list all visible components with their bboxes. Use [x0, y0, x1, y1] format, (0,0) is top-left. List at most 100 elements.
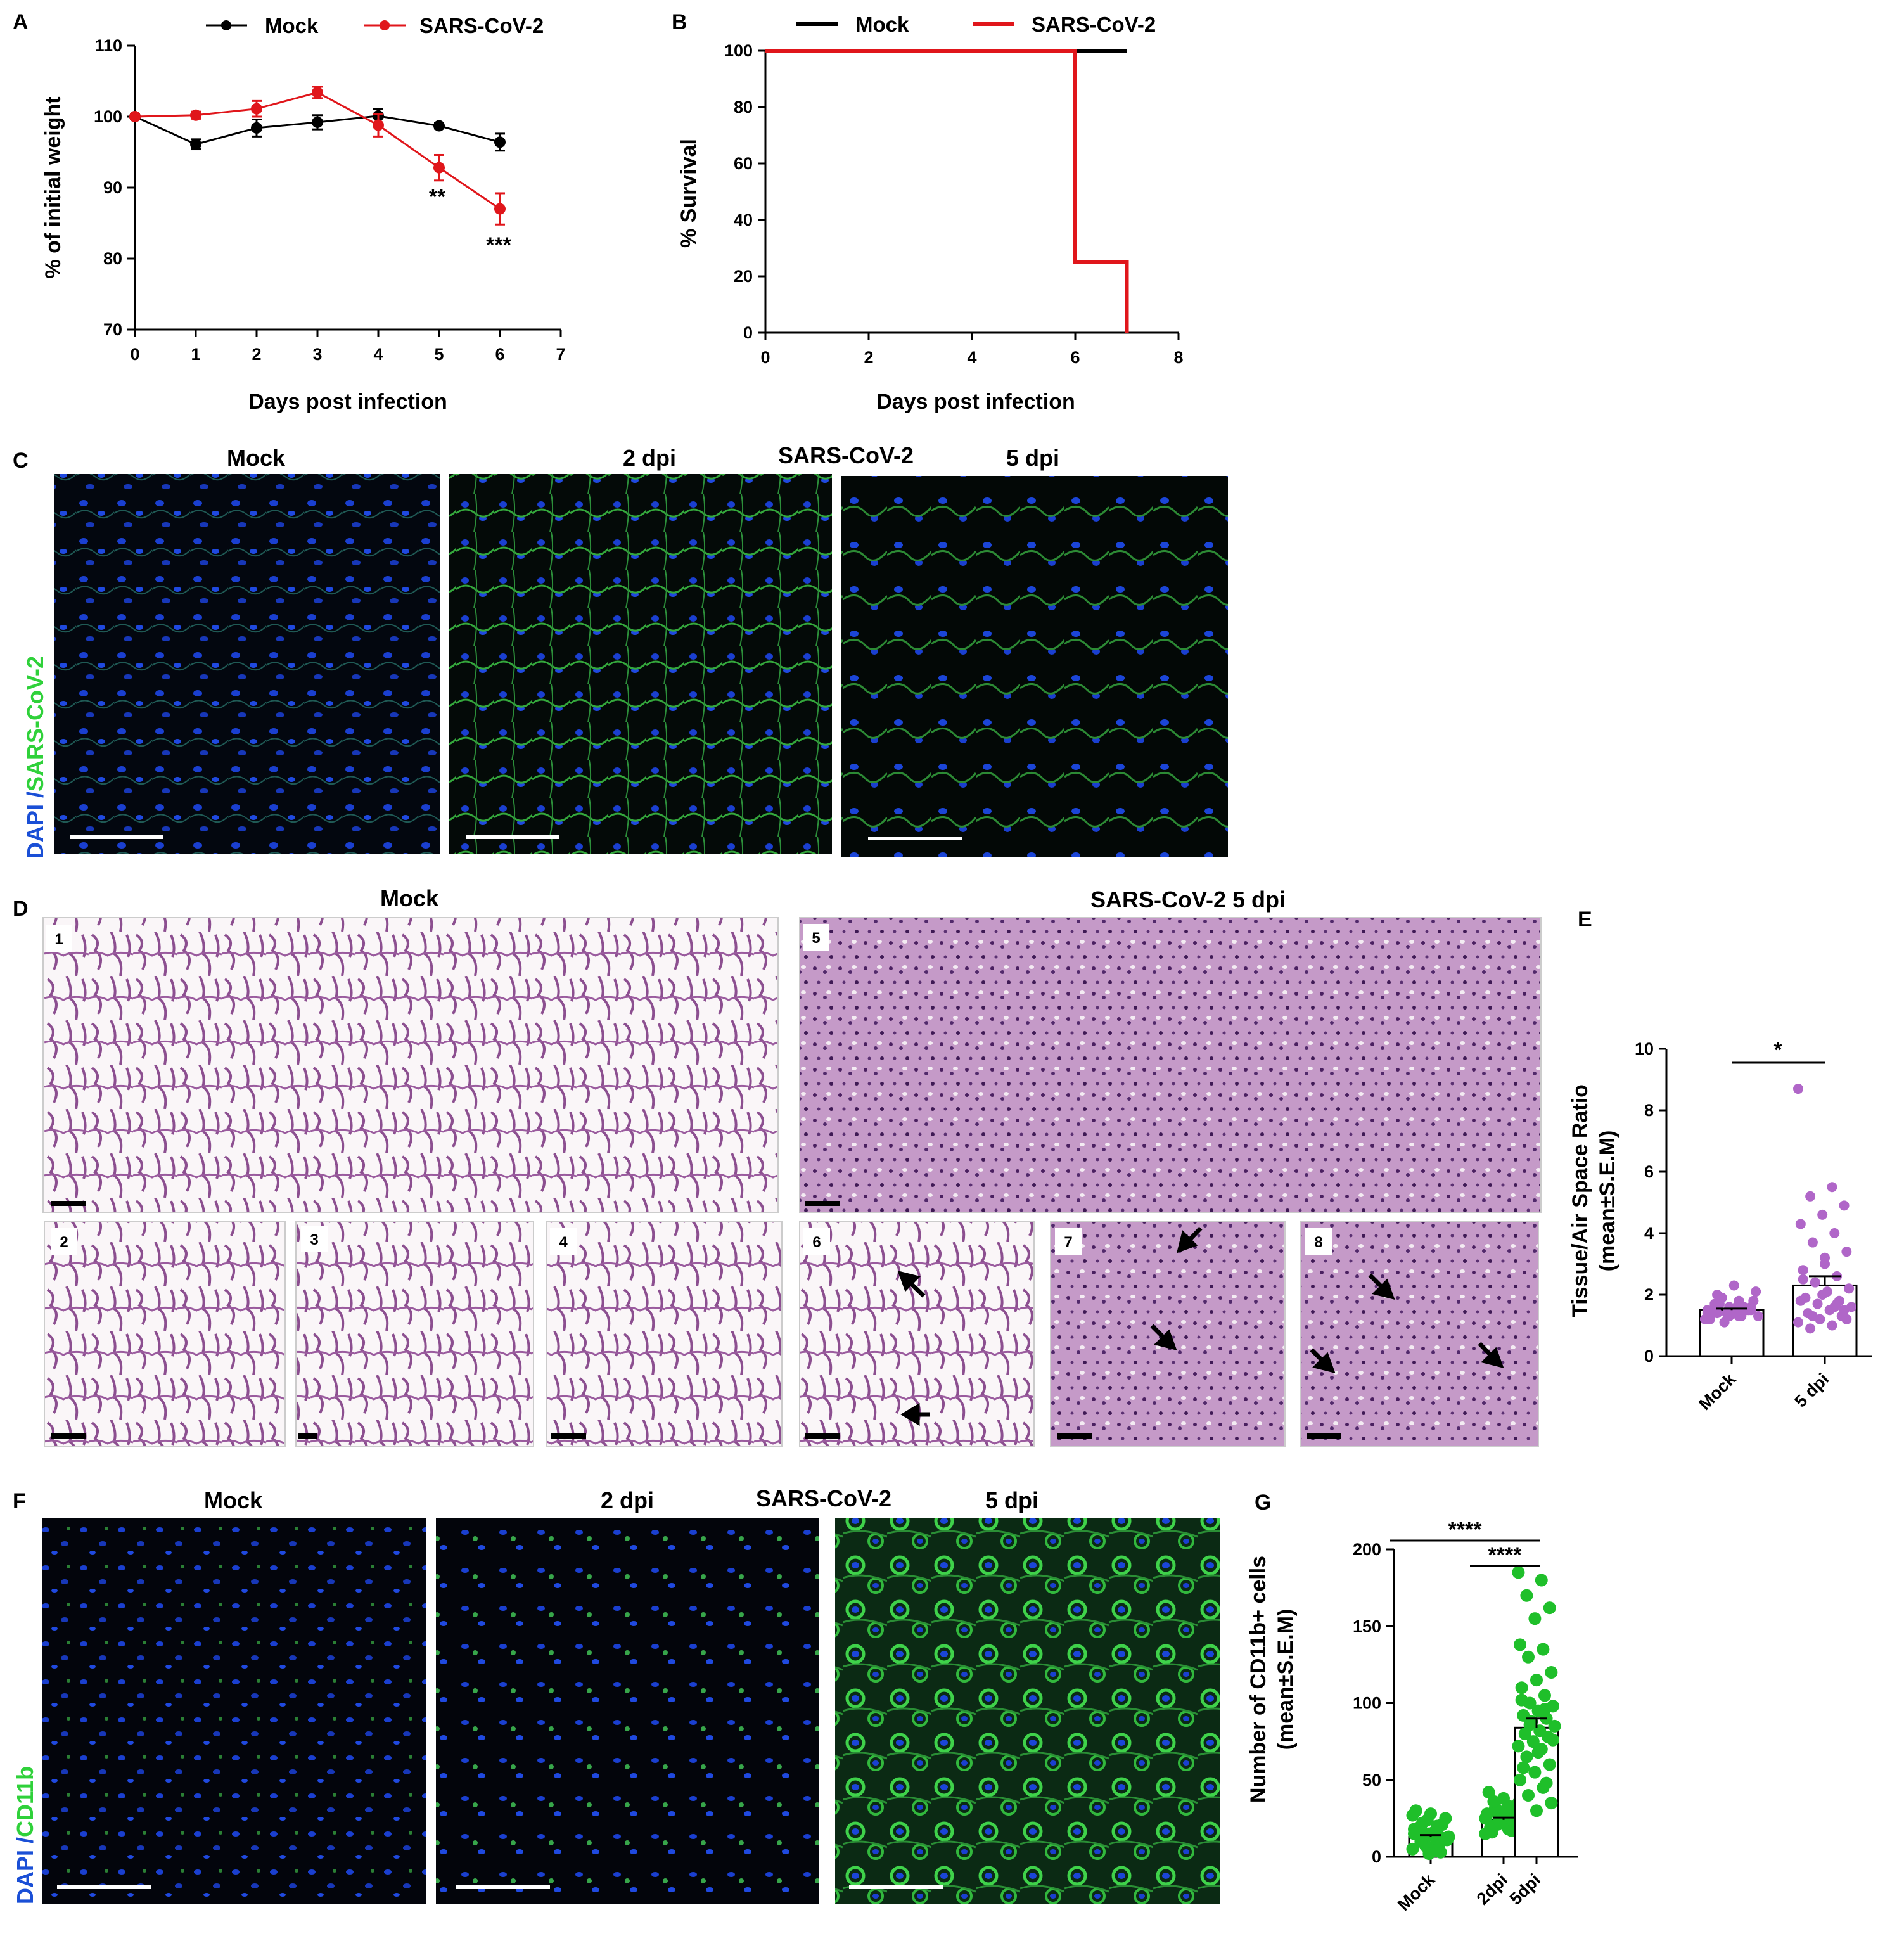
data-point-e — [1812, 1298, 1823, 1309]
data-point-e — [1798, 1265, 1808, 1276]
panel-d-title-mock: Mock — [380, 885, 439, 911]
data-point-g — [1543, 1758, 1556, 1771]
legend-label-sars-b: SARS-CoV-2 — [1032, 13, 1156, 36]
data-point-g — [1408, 1827, 1421, 1840]
data-point-mock — [312, 116, 323, 128]
x-tick-label-b: 6 — [1070, 348, 1080, 367]
subpanel-number-1: 1 — [54, 931, 63, 948]
y-ticks-a: 70 80 90 100 110 — [94, 36, 135, 339]
data-point-g — [1479, 1812, 1492, 1825]
y-ticks-e: 0 2 4 6 8 10 — [1635, 1039, 1666, 1366]
x-ticks-e: Mock 5 dpi — [1695, 1356, 1832, 1414]
legend-marker-mock — [221, 20, 231, 30]
data-point-g — [1487, 1795, 1500, 1808]
arrow-head-d8c — [1481, 1347, 1504, 1368]
y-ticks-b: 0 20 40 60 80 100 — [724, 41, 765, 342]
data-point-e — [1820, 1252, 1830, 1263]
data-point-e — [1817, 1290, 1828, 1300]
data-point-g — [1538, 1703, 1551, 1716]
panel-e: E 0 2 4 6 8 10 Mock 5 dpi Tissue/Air Space Rat… — [1568, 907, 1872, 1414]
histology-d4 — [546, 1221, 783, 1447]
stain-sars-c: SARS-CoV-2 — [22, 656, 48, 792]
data-point-e — [1795, 1295, 1806, 1306]
data-point-e — [1832, 1298, 1843, 1309]
data-point-e — [1751, 1286, 1761, 1297]
data-point-e — [1807, 1311, 1818, 1321]
scale-bar-c-2dpi — [466, 835, 559, 839]
stain-sep-f: / — [12, 1837, 38, 1850]
subpanel-number-3: 3 — [310, 1231, 318, 1248]
y-tick-label-a: 90 — [103, 178, 122, 197]
significance-g2: **** — [1488, 1543, 1523, 1567]
panel-label-g: G — [1255, 1490, 1271, 1515]
data-point-e — [1827, 1320, 1837, 1331]
histology-d2 — [44, 1221, 286, 1447]
significance-e: * — [1773, 1038, 1782, 1062]
y-tick-label-b: 80 — [734, 98, 753, 117]
micrograph-c-5dpi — [841, 476, 1228, 857]
data-point-e — [1793, 1317, 1803, 1328]
data-point-e — [1700, 1314, 1710, 1324]
data-point-e — [1746, 1302, 1756, 1312]
legend-label-sars: SARS-CoV-2 — [419, 14, 544, 37]
plot-area-e — [1699, 1084, 1858, 1357]
data-point-g — [1485, 1826, 1498, 1839]
panel-c-title-2dpi: 2 dpi — [623, 445, 676, 471]
panel-f-title-sars: SARS-CoV-2 — [756, 1485, 891, 1511]
data-point-e — [1817, 1209, 1828, 1220]
subpanel-box-2 — [51, 1228, 77, 1255]
y-tick-label-e: 10 — [1635, 1039, 1654, 1058]
plot-area-b — [765, 49, 1129, 333]
data-point-sars — [494, 203, 506, 215]
panel-label-f: F — [13, 1489, 26, 1513]
arrow-head-d7a — [1177, 1230, 1198, 1253]
panel-f-stain-label: DAPI /CD11b — [12, 1766, 38, 1904]
data-point-g — [1512, 1566, 1525, 1579]
y-ticks-g: 0 50 100 150 200 — [1353, 1540, 1394, 1866]
x-tick-label-b: 8 — [1173, 348, 1183, 367]
y-tick-label-a: 70 — [103, 320, 122, 339]
subpanel-box-3 — [301, 1226, 328, 1252]
subpanel-box-6 — [803, 1228, 830, 1255]
arrow-head-d7b — [1154, 1329, 1177, 1350]
scale-bar-d7 — [1057, 1433, 1092, 1439]
plot-area-a — [129, 86, 506, 226]
x-tick-label-e: 5 dpi — [1791, 1369, 1832, 1411]
data-point-e — [1829, 1228, 1840, 1238]
x-ticks-a: 0 1 2 3 4 5 6 7 — [130, 330, 566, 364]
panel-c-title-mock: Mock — [227, 445, 286, 471]
data-point-sars — [251, 103, 262, 115]
data-point-e — [1798, 1274, 1808, 1285]
y-tick-label-a: 100 — [94, 107, 122, 126]
plot-area-g — [1406, 1566, 1561, 1861]
y-tick-label-g: 200 — [1353, 1540, 1381, 1559]
panel-c-title-sars: SARS-CoV-2 — [778, 442, 914, 468]
data-point-g — [1538, 1689, 1551, 1702]
data-point-mock — [494, 136, 506, 148]
x-axis-title-a: Days post infection — [248, 390, 447, 414]
data-point-g — [1514, 1638, 1527, 1651]
y-tick-label-b: 0 — [743, 323, 753, 342]
scale-bar-d3 — [298, 1433, 317, 1439]
data-point-g — [1546, 1733, 1559, 1747]
x-tick-label-a: 3 — [312, 345, 322, 364]
x-axis-title-b: Days post infection — [876, 390, 1075, 414]
scale-bar-d5 — [805, 1201, 840, 1206]
x-tick-label-a: 7 — [556, 345, 565, 364]
x-tick-label-a: 2 — [252, 345, 261, 364]
subpanel-box-5 — [803, 924, 829, 951]
scale-bar-c-5dpi — [868, 837, 962, 840]
scale-bar-d8 — [1307, 1433, 1341, 1439]
subpanel-box-8 — [1305, 1228, 1332, 1255]
data-point-sars — [312, 86, 323, 98]
stain-cd11b-f: CD11b — [12, 1766, 38, 1837]
histology-d5 — [799, 917, 1542, 1213]
y-tick-label-b: 40 — [734, 210, 753, 229]
panel-f-title-5dpi: 5 dpi — [985, 1487, 1038, 1513]
arrow-head-d6a — [897, 1271, 921, 1292]
data-point-g — [1406, 1842, 1419, 1856]
y-tick-label-b: 100 — [724, 41, 753, 60]
y-tick-label-a: 110 — [94, 36, 122, 55]
data-point-g — [1540, 1776, 1553, 1790]
